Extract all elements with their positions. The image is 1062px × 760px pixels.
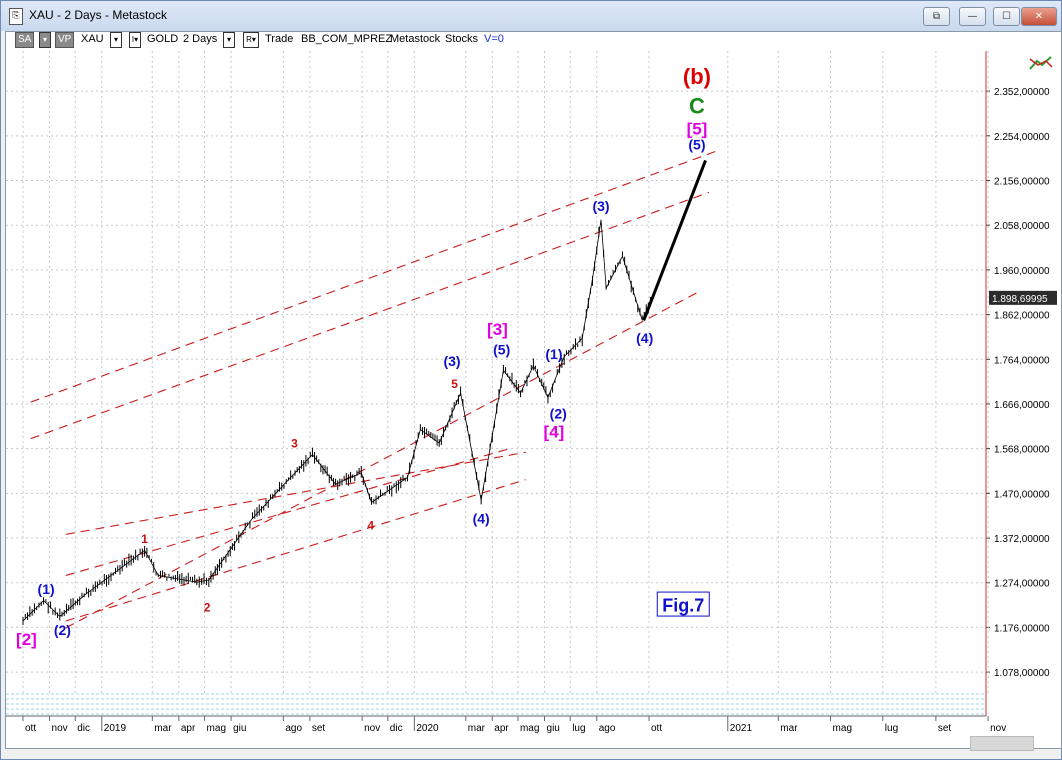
- title-bar: ⎘ XAU - 2 Days - Metastock ⧉ — ☐ ✕: [1, 1, 1061, 31]
- wave-label: C: [689, 93, 705, 118]
- wave-label: (3): [443, 353, 460, 369]
- wave-label: [5]: [687, 119, 708, 138]
- y-tick-label: 2.352,00000: [994, 87, 1050, 98]
- x-tick-label: lug: [572, 723, 585, 734]
- last-price-tag-bg: [989, 290, 1057, 305]
- r-dropdown-icon[interactable]: R▾: [243, 32, 259, 48]
- x-tick-label: 2019: [104, 723, 127, 734]
- trade-label: Trade: [265, 33, 294, 45]
- projection-line: [642, 159, 707, 321]
- x-tick-label: nov: [990, 723, 1006, 734]
- price-chart[interactable]: 2.352,00000 2.254,00000 2.156,00000 2.058,0…: [6, 51, 1059, 746]
- close-button[interactable]: ✕: [1021, 7, 1057, 26]
- y-tick-label: 1.862,00000: [994, 311, 1050, 322]
- wave-label: (1): [38, 581, 55, 597]
- x-tick-label: apr: [181, 723, 196, 734]
- x-tick-label: mar: [780, 723, 798, 734]
- x-tick-label: set: [312, 723, 326, 734]
- wave-label: 1: [141, 532, 148, 546]
- indicator-dropdown-icon[interactable]: I▾: [129, 32, 141, 48]
- x-tick-label: ago: [599, 723, 616, 734]
- restore-layout-button[interactable]: ⧉: [923, 7, 950, 26]
- wave-label: (1): [545, 346, 562, 362]
- wave-label: (5): [688, 136, 705, 152]
- x-tick-label: set: [938, 723, 952, 734]
- y-tick-label: 1.274,00000: [994, 579, 1050, 590]
- price-line: [22, 219, 653, 622]
- security-name: GOLD: [147, 33, 179, 45]
- horizontal-scrollbar-thumb[interactable]: [970, 736, 1034, 751]
- y-tick-label: 1.176,00000: [994, 623, 1050, 634]
- channel-line: [65, 479, 526, 622]
- y-tick-label: 1.960,00000: [994, 266, 1050, 277]
- symbol-label: XAU: [81, 33, 104, 45]
- minimize-button[interactable]: —: [959, 7, 986, 26]
- x-tick-label: mag: [520, 723, 539, 734]
- x-tick-label: dic: [77, 723, 90, 734]
- x-tick-label: nov: [52, 723, 68, 734]
- x-tick-label: lug: [885, 723, 898, 734]
- x-tick-label: mar: [468, 723, 486, 734]
- wave-label: (b): [683, 64, 711, 89]
- figure-label: Fig.7: [662, 595, 704, 615]
- y-tick-label: 2.254,00000: [994, 132, 1050, 143]
- period-dropdown-icon[interactable]: ▾: [223, 32, 235, 48]
- wave-label: [2]: [16, 630, 37, 649]
- window-title: XAU - 2 Days - Metastock: [29, 8, 168, 22]
- symbol-dropdown-icon[interactable]: ▾: [110, 32, 122, 48]
- y-tick-label: 1.666,00000: [994, 400, 1050, 411]
- wave-label: 3: [291, 436, 298, 450]
- x-tick-label: ott: [651, 723, 662, 734]
- sa-button[interactable]: SA: [15, 32, 35, 48]
- sa-dropdown-icon[interactable]: ▾: [39, 32, 51, 48]
- x-tick-label: ott: [25, 723, 36, 734]
- x-tick-label: giu: [233, 723, 246, 734]
- x-tick-label: mar: [154, 723, 172, 734]
- wave-label: [4]: [544, 423, 565, 442]
- y-tick-label: 1.764,00000: [994, 355, 1050, 366]
- wave-label: 5: [451, 377, 458, 391]
- y-tick-label: 2.058,00000: [994, 221, 1050, 232]
- plot-background: [6, 51, 1059, 746]
- x-tick-label: 2020: [416, 723, 439, 734]
- figure-label-box: [656, 591, 710, 617]
- wave-label: 2: [204, 601, 211, 615]
- x-tick-label: dic: [390, 723, 403, 734]
- x-tick-label: mag: [833, 723, 852, 734]
- y-tick-label: 1.078,00000: [994, 668, 1050, 679]
- wave-label: 4: [367, 518, 374, 532]
- document-icon: ⎘: [9, 8, 23, 25]
- x-tick-label: 2021: [730, 723, 753, 734]
- x-tick-label: nov: [364, 723, 380, 734]
- volume-label: V=0: [484, 33, 504, 45]
- wave-label: (4): [636, 330, 653, 346]
- vp-button[interactable]: VP: [55, 32, 75, 48]
- wave-label: (2): [54, 622, 71, 638]
- period-label: 2 Days: [183, 33, 218, 45]
- y-tick-label: 1.470,00000: [994, 489, 1050, 500]
- x-tick-label: apr: [494, 723, 509, 734]
- y-tick-label: 2.156,00000: [994, 177, 1050, 188]
- x-tick-label: ago: [285, 723, 302, 734]
- wave-label: (2): [550, 405, 567, 421]
- last-price-tag: 1.898,69995: [992, 294, 1048, 305]
- y-tick-label: 1.568,00000: [994, 445, 1050, 456]
- wave-label: [3]: [487, 320, 508, 339]
- wave-label: (3): [592, 198, 609, 214]
- wave-label: (5): [493, 342, 510, 358]
- channel-line: [65, 447, 513, 576]
- channel-line: [30, 150, 716, 403]
- kind-label: Stocks: [445, 33, 479, 45]
- template-label: BB_COM_MPREZ: [301, 33, 393, 45]
- source-label: Metastock: [390, 33, 441, 45]
- wave-label: (4): [473, 510, 490, 526]
- maximize-button[interactable]: ☐: [993, 7, 1020, 26]
- channel-line: [65, 451, 526, 535]
- y-tick-label: 1.372,00000: [994, 534, 1050, 545]
- channel-line: [30, 191, 710, 440]
- trend-icon-secondary: [1029, 58, 1053, 68]
- x-tick-label: giu: [547, 723, 560, 734]
- x-tick-label: mag: [207, 723, 226, 734]
